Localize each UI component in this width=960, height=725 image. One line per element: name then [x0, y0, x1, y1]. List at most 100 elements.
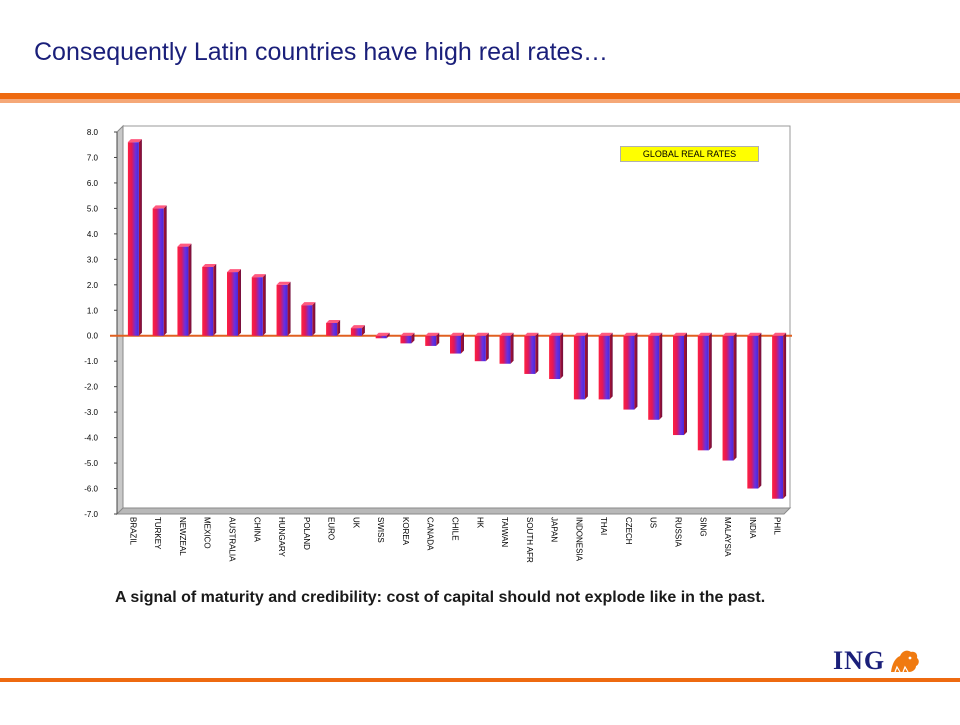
- bar-top: [127, 139, 142, 143]
- bar-top: [697, 332, 712, 336]
- bar-top: [276, 281, 291, 285]
- bar-side: [213, 263, 217, 336]
- bar-side: [485, 332, 489, 362]
- x-tick-label: SWISS: [376, 517, 385, 543]
- bar-top: [202, 263, 217, 267]
- bar-side: [262, 274, 266, 336]
- bar-front: [697, 335, 709, 451]
- bar-side: [783, 332, 787, 499]
- y-tick-label: 1.0: [87, 306, 99, 315]
- bar: [251, 274, 266, 336]
- bar: [326, 320, 341, 336]
- bar: [177, 243, 192, 336]
- logo-text: ING: [833, 646, 886, 675]
- bar-top: [400, 332, 415, 336]
- bar-side: [436, 332, 440, 346]
- x-tick-label: CHINA: [252, 517, 261, 543]
- bar: [202, 263, 217, 336]
- bar-side: [758, 332, 762, 489]
- x-tick-label: CZECH: [624, 517, 633, 545]
- bar-front: [152, 208, 164, 336]
- bar-front: [127, 142, 139, 336]
- x-tick-label: TAIWAN: [500, 517, 509, 547]
- bar-top: [598, 332, 613, 336]
- bar-top: [772, 332, 787, 336]
- x-tick-label: US: [649, 517, 658, 528]
- slide-title: Consequently Latin countries have high r…: [34, 38, 608, 66]
- bar-top: [573, 332, 588, 336]
- bar-top: [152, 205, 167, 209]
- y-tick-label: 2.0: [87, 281, 99, 290]
- y-tick-label: -2.0: [84, 383, 98, 392]
- bar-top: [747, 332, 762, 336]
- bar-front: [747, 335, 759, 489]
- x-tick-label: KOREA: [401, 517, 410, 546]
- bar: [772, 332, 787, 499]
- x-tick-label: CANADA: [426, 517, 435, 551]
- bar-front: [450, 335, 461, 354]
- bar: [425, 332, 440, 346]
- bar: [400, 332, 415, 344]
- y-tick-label: 8.0: [87, 128, 99, 137]
- bar: [549, 332, 564, 380]
- bar-top: [648, 332, 663, 336]
- bar-front: [425, 335, 437, 346]
- bar-top: [722, 332, 737, 336]
- bar-top: [227, 269, 241, 273]
- bar-front: [202, 266, 214, 336]
- bar-side: [461, 332, 464, 354]
- x-tick-label: MEXICO: [203, 517, 212, 549]
- x-tick-label: HUNGARY: [277, 517, 286, 558]
- x-tick-label: SOUTH AFR: [525, 517, 534, 563]
- bar: [350, 325, 365, 336]
- bar-front: [598, 335, 610, 400]
- bar-front: [301, 305, 313, 336]
- bar-side: [411, 332, 415, 344]
- footer-rule: [0, 678, 960, 682]
- x-tick-label: PHIL: [773, 517, 782, 535]
- bar-side: [609, 332, 613, 400]
- bar: [648, 332, 663, 420]
- x-tick-label: MALAYSIA: [723, 517, 732, 557]
- bar-front: [499, 335, 511, 364]
- x-tick-label: HK: [475, 517, 484, 529]
- x-tick-label: NEWZEAL: [178, 517, 187, 556]
- y-tick-label: 0.0: [87, 332, 99, 341]
- bar: [152, 205, 167, 336]
- ing-logo: ING: [833, 645, 922, 677]
- bar-front: [722, 335, 734, 461]
- bar: [722, 332, 737, 461]
- bar-side: [560, 332, 564, 380]
- bar-front: [772, 335, 784, 499]
- bar: [623, 332, 638, 410]
- bar: [673, 332, 687, 436]
- bar: [474, 332, 489, 362]
- bar-top: [177, 243, 192, 247]
- bar: [524, 332, 539, 374]
- bar-side: [386, 332, 390, 339]
- x-tick-label: THAI: [599, 517, 608, 535]
- x-tick-label: TURKEY: [153, 517, 162, 550]
- bar-front: [227, 272, 238, 336]
- bar-side: [312, 302, 316, 336]
- bar-top: [375, 332, 390, 336]
- bar-front: [573, 335, 585, 400]
- bar: [598, 332, 613, 400]
- bar-top: [450, 332, 464, 336]
- chart-legend: GLOBAL REAL RATES: [620, 146, 759, 162]
- bar-side: [535, 332, 539, 374]
- x-tick-label: EURO: [327, 517, 336, 540]
- y-tick-label: -1.0: [84, 357, 98, 366]
- bar-side: [287, 281, 291, 336]
- x-tick-label: CHILE: [451, 517, 460, 541]
- y-tick-label: -6.0: [84, 485, 98, 494]
- bar-top: [499, 332, 514, 336]
- bar-front: [549, 335, 561, 380]
- bar-top: [350, 325, 365, 329]
- bar-top: [549, 332, 564, 336]
- bar-side: [163, 205, 167, 336]
- x-tick-label: SING: [698, 517, 707, 537]
- bar-side: [584, 332, 588, 400]
